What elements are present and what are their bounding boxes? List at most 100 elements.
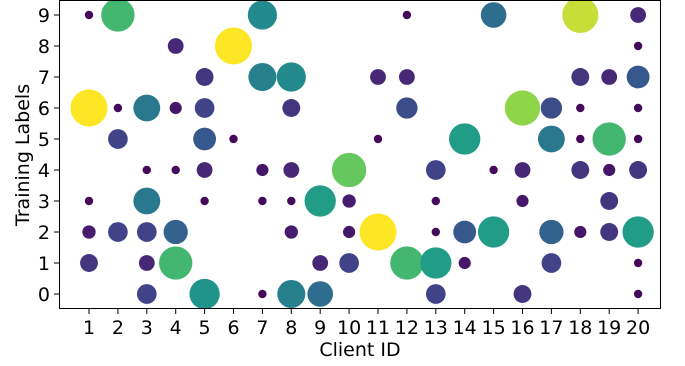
- y-tick-label: 2: [38, 222, 50, 244]
- data-point: [108, 129, 128, 149]
- data-point: [592, 122, 626, 156]
- x-tick-label: 5: [199, 317, 211, 339]
- x-axis-label: Client ID: [319, 339, 400, 361]
- data-point: [256, 163, 269, 177]
- data-point: [633, 103, 643, 113]
- y-tick-label: 5: [38, 129, 50, 151]
- data-point: [70, 89, 108, 127]
- data-point: [425, 160, 446, 180]
- data-point: [101, 0, 135, 32]
- data-point: [373, 134, 383, 144]
- data-point: [514, 162, 531, 178]
- x-tick-label: 7: [256, 317, 268, 339]
- x-tick-label: 8: [285, 317, 297, 339]
- data-point: [307, 281, 334, 307]
- data-point: [603, 163, 616, 177]
- data-point: [343, 225, 356, 239]
- x-tick-label: 20: [626, 317, 650, 339]
- plot-frame: [59, 0, 661, 309]
- data-point: [248, 62, 277, 92]
- data-point: [84, 196, 94, 206]
- data-point: [283, 162, 300, 178]
- data-point: [80, 254, 98, 272]
- data-point: [82, 225, 96, 239]
- data-point: [633, 258, 643, 268]
- data-point: [633, 134, 643, 144]
- data-point: [136, 222, 157, 242]
- data-point: [359, 213, 397, 251]
- data-point: [626, 65, 650, 89]
- data-point: [195, 68, 214, 86]
- x-tick-label: 14: [453, 317, 477, 339]
- data-point: [133, 187, 161, 215]
- x-tick-label: 3: [141, 317, 153, 339]
- x-tick-label: 11: [366, 317, 390, 339]
- data-point: [571, 161, 590, 179]
- x-tick-label: 1: [83, 317, 95, 339]
- data-point: [480, 2, 507, 28]
- data-point: [574, 225, 587, 239]
- data-point: [331, 152, 367, 188]
- data-point: [189, 278, 220, 310]
- x-tick-label: 2: [112, 317, 124, 339]
- x-tick-label: 15: [482, 317, 506, 339]
- data-point: [516, 194, 529, 208]
- y-tick-label: 0: [38, 284, 50, 306]
- x-tick-label: 18: [568, 317, 592, 339]
- data-point: [133, 94, 161, 122]
- x-tick-label: 17: [539, 317, 563, 339]
- x-tick-label: 10: [337, 317, 361, 339]
- data-point: [449, 123, 481, 155]
- data-point: [504, 90, 541, 126]
- data-point: [601, 69, 618, 85]
- x-tick-label: 12: [395, 317, 419, 339]
- data-point: [537, 125, 565, 153]
- data-point: [229, 134, 238, 144]
- data-point: [390, 246, 424, 280]
- data-point: [282, 99, 301, 117]
- data-point: [576, 134, 585, 144]
- data-point: [633, 41, 643, 51]
- data-point: [576, 103, 585, 113]
- data-point: [453, 220, 477, 244]
- data-point: [167, 38, 184, 54]
- data-point: [142, 165, 151, 175]
- data-point: [284, 225, 298, 239]
- y-tick-label: 4: [38, 160, 50, 182]
- data-point: [431, 227, 440, 237]
- data-point: [247, 0, 277, 30]
- data-point: [630, 7, 646, 23]
- data-point: [571, 68, 590, 86]
- x-tick-label: 16: [510, 317, 534, 339]
- data-point: [108, 222, 128, 242]
- y-tick-label: 8: [38, 36, 50, 58]
- data-point: [113, 103, 123, 113]
- data-point: [600, 223, 619, 241]
- data-point: [539, 219, 564, 245]
- data-point: [370, 69, 386, 85]
- data-point: [258, 289, 267, 299]
- data-point: [196, 162, 213, 178]
- data-point: [171, 165, 180, 175]
- y-axis-ticks: 0 1 2 3 4 5 6 7 8 9: [38, 5, 60, 306]
- x-axis-ticks: 1 2 3 4 5 6 7 8 9 10 11 12 13 14 15 16 17 18 19 20: [83, 308, 650, 339]
- data-point: [339, 253, 359, 273]
- data-point: [159, 246, 193, 280]
- data-point: [169, 101, 182, 115]
- data-point: [562, 0, 599, 34]
- x-tick-label: 9: [314, 317, 326, 339]
- data-point: [342, 194, 356, 208]
- data-point: [458, 256, 471, 270]
- data-point: [258, 196, 267, 206]
- data-point: [431, 196, 440, 206]
- data-point: [287, 196, 296, 206]
- x-tick-label: 13: [424, 317, 448, 339]
- x-tick-label: 6: [227, 317, 239, 339]
- y-tick-label: 6: [38, 98, 50, 120]
- data-point: [420, 247, 452, 279]
- y-tick-label: 3: [38, 191, 50, 213]
- data-point: [513, 285, 532, 303]
- data-point: [489, 165, 498, 175]
- data-point: [276, 62, 306, 92]
